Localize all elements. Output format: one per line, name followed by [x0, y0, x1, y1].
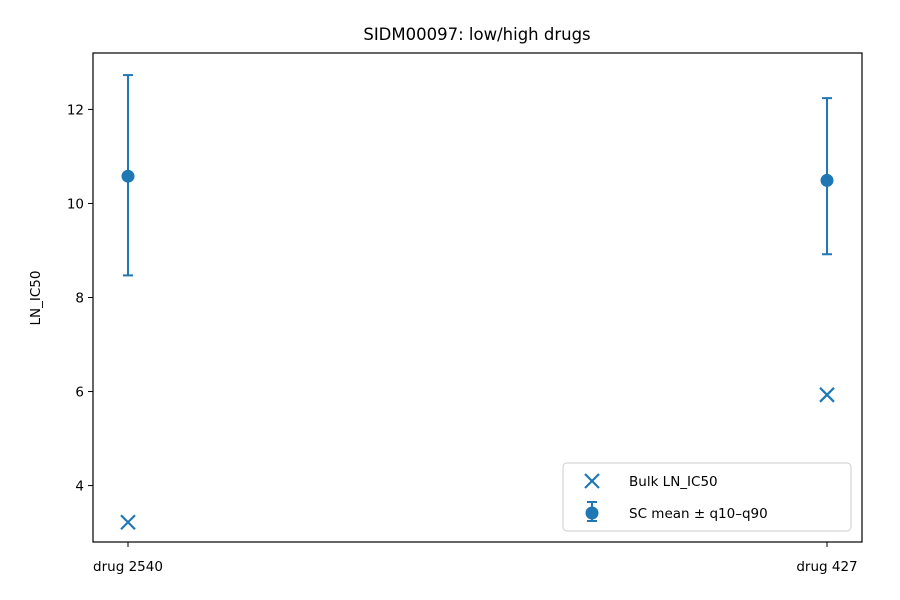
- legend-x-marker: [584, 473, 600, 489]
- legend: Bulk LN_IC50 SC mean ± q10–q90: [562, 462, 852, 532]
- legend-marker-bulk: [584, 473, 600, 489]
- legend-label-sc: SC mean ± q10–q90: [629, 506, 768, 522]
- legend-box: [562, 462, 852, 532]
- y-tick-label: 6: [75, 385, 84, 401]
- x-tick-label: drug 2540: [93, 559, 163, 575]
- legend-x-marker-stroke: [584, 473, 600, 489]
- y-tick-label: 8: [75, 291, 84, 307]
- bulk-point: [120, 514, 136, 531]
- sc-point: [121, 74, 135, 277]
- bulk-point: [819, 387, 835, 403]
- mean-point: [820, 173, 834, 187]
- x-tick-label: drug 427: [796, 559, 857, 575]
- legend-errorbar-marker: [585, 501, 599, 522]
- plot-area: 4 6 8 10 12 drug 2540 drug 427: [67, 74, 858, 575]
- legend-marker-sc: [585, 501, 599, 522]
- bulk-point-stroke: [120, 514, 136, 531]
- bulk-point-stroke: [819, 387, 835, 403]
- legend-label-bulk: Bulk LN_IC50: [629, 474, 718, 490]
- mean-point: [121, 169, 135, 183]
- y-tick-label: 4: [75, 479, 84, 495]
- y-axis-label: LN_IC50: [28, 271, 44, 326]
- y-tick-label: 12: [67, 102, 84, 118]
- sc-point: [820, 97, 834, 256]
- y-tick-label: 10: [67, 196, 84, 212]
- plot-frame: [92, 52, 863, 543]
- chart-title: SIDM00097: low/high drugs: [363, 25, 590, 44]
- mean-point: [585, 506, 599, 520]
